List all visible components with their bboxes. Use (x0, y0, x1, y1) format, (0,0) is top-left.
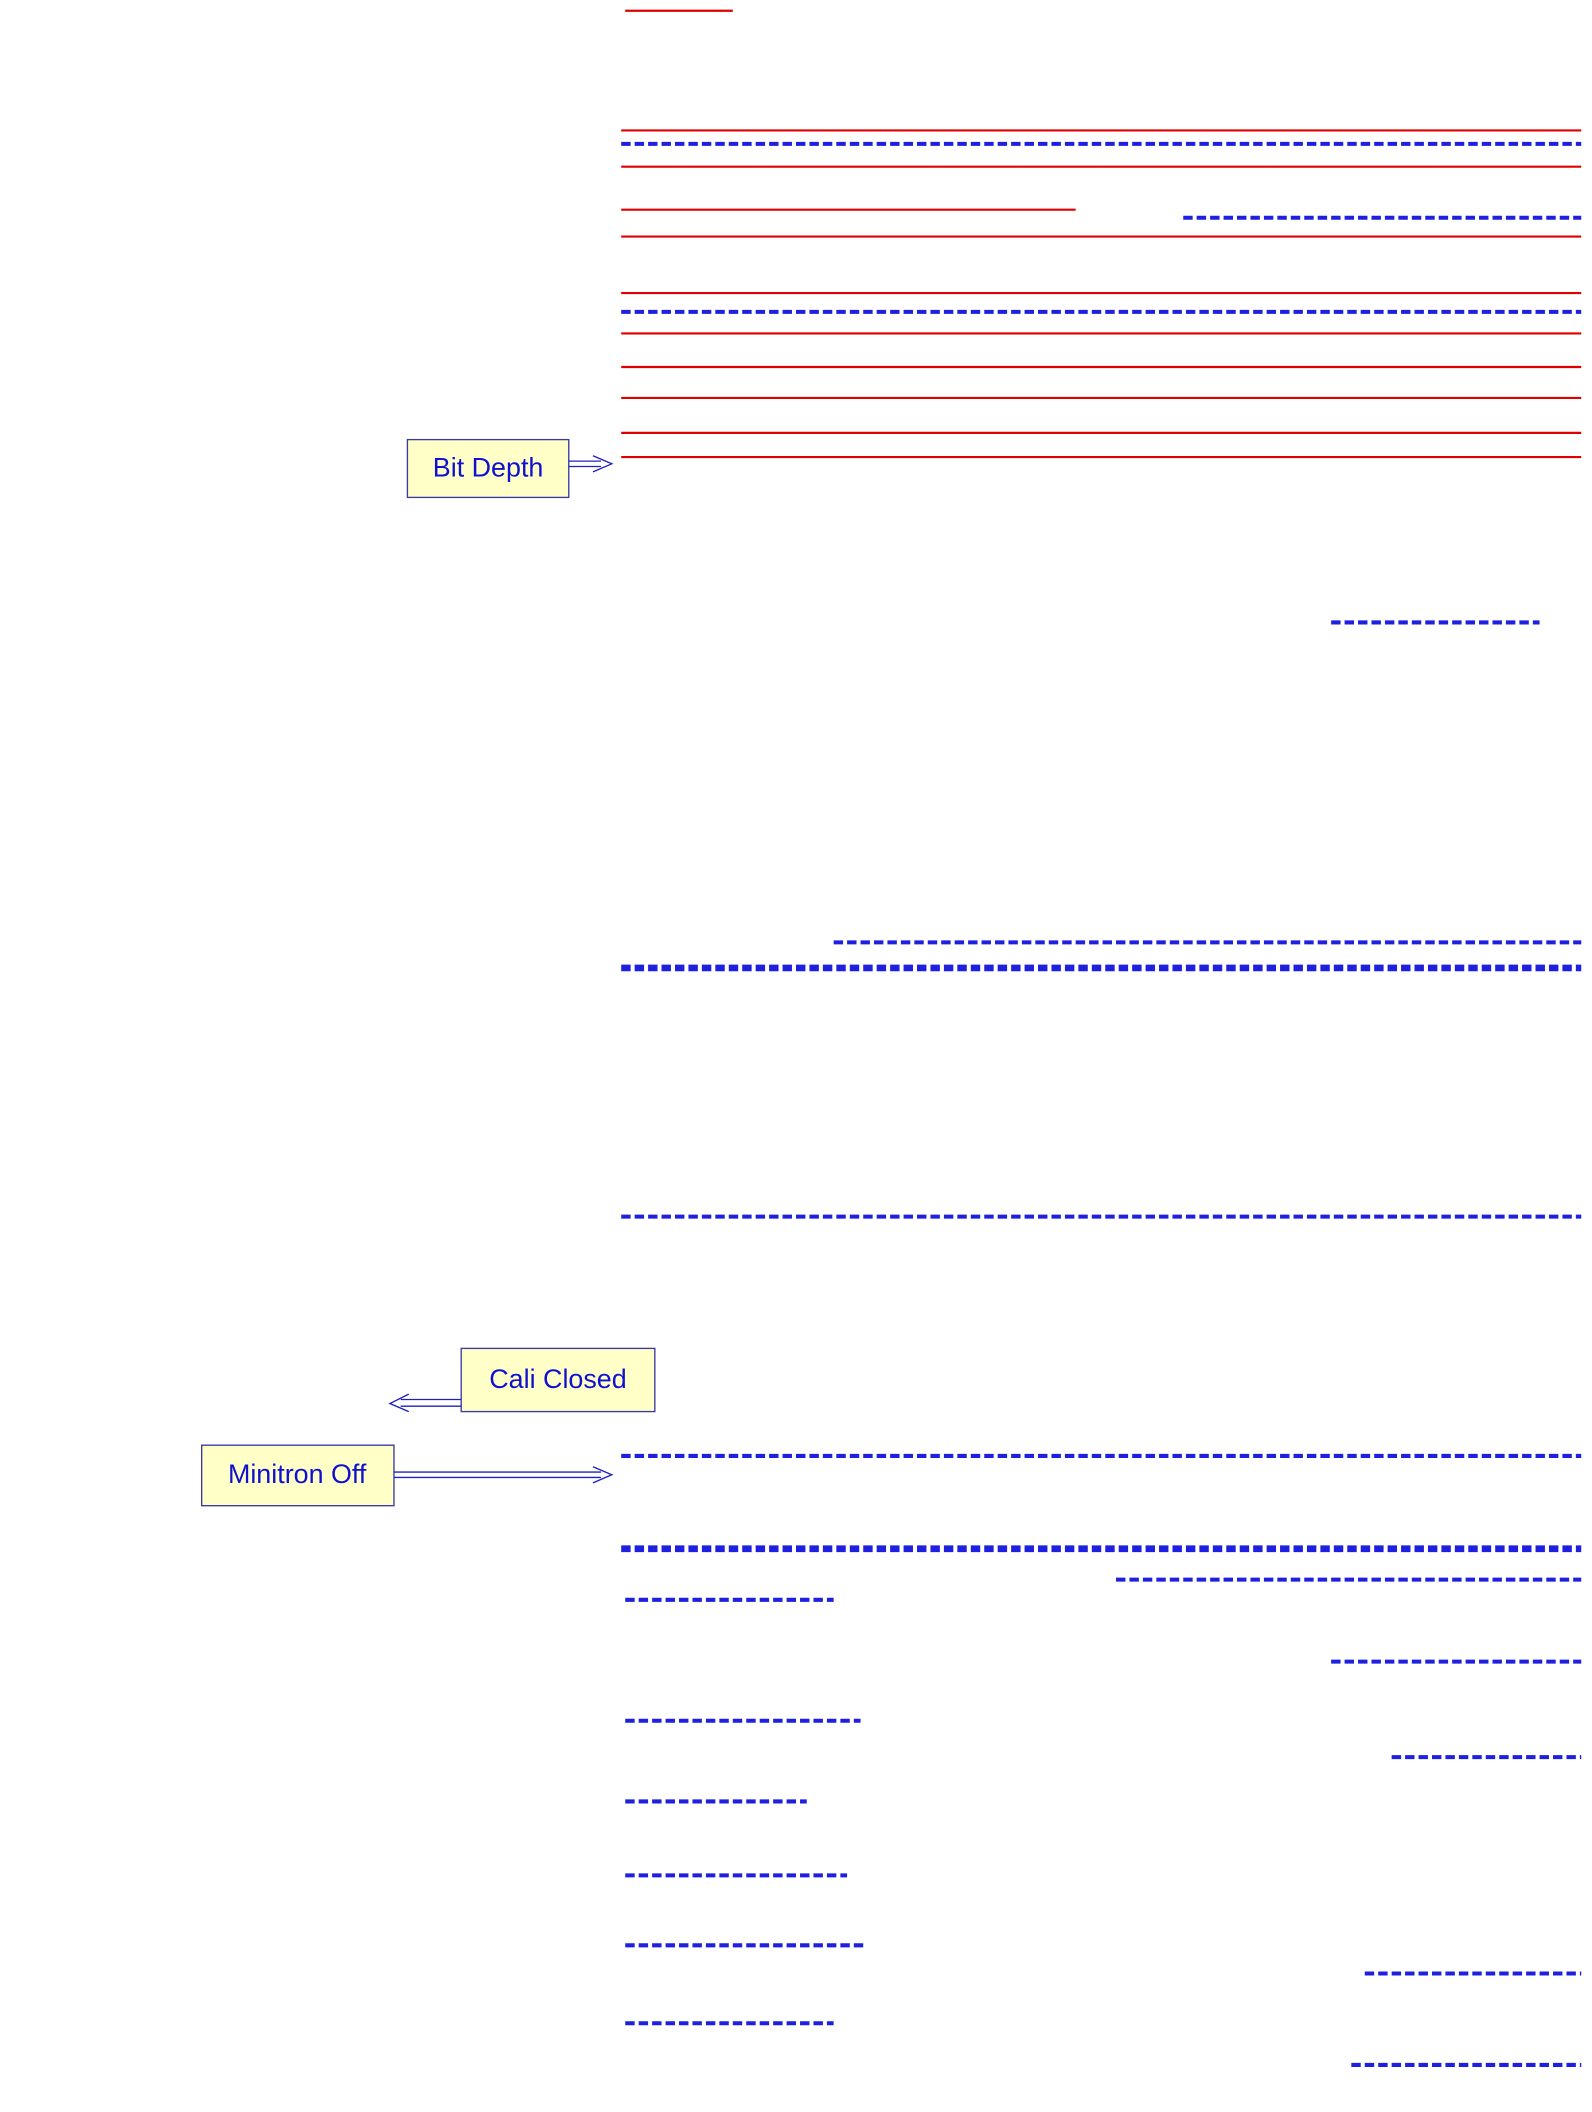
annotation: Minitron Off (201, 1444, 614, 1507)
annotation: Bit Depth (406, 438, 614, 499)
annotation-text: Bit Depth (433, 452, 544, 482)
annotation-box (201, 1444, 395, 1507)
noise-lines (621, 9, 1582, 2067)
arrow (568, 455, 614, 473)
annotation-box (460, 1347, 656, 1413)
annotation-text: Cali Closed (489, 1364, 626, 1394)
annotation: Cali Closed (388, 1347, 656, 1413)
annotation-box (406, 438, 570, 499)
arrow (393, 1466, 614, 1484)
arrow (388, 1393, 462, 1413)
annotation-text: Minitron Off (228, 1459, 367, 1489)
